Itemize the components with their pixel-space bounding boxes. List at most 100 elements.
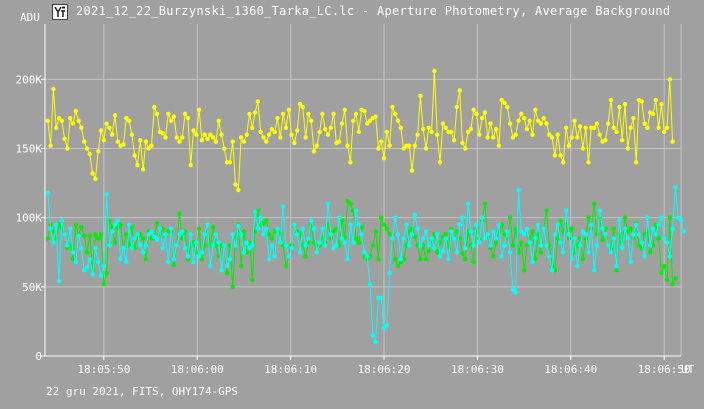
data-point — [132, 153, 137, 158]
data-point — [552, 153, 558, 158]
y-tick-label: 50K — [22, 281, 42, 294]
data-point — [314, 143, 319, 148]
data-point — [516, 118, 521, 124]
data-point — [126, 118, 132, 124]
data-point — [191, 128, 196, 133]
data-point — [457, 222, 462, 227]
data-point — [54, 222, 59, 227]
data-point — [292, 222, 297, 227]
data-point — [348, 160, 353, 165]
data-point — [87, 151, 93, 157]
data-point — [247, 111, 252, 117]
data-point — [648, 243, 653, 248]
data-point — [381, 326, 387, 331]
data-point — [432, 68, 437, 74]
data-point — [356, 129, 361, 135]
data-point — [166, 111, 171, 117]
data-point — [482, 201, 488, 206]
data-point — [636, 232, 642, 237]
data-point — [210, 225, 216, 230]
data-point — [56, 115, 62, 121]
data-point — [115, 139, 121, 144]
data-point — [435, 232, 440, 237]
data-point — [110, 132, 115, 137]
data-point — [149, 229, 154, 234]
app-icon[interactable] — [52, 4, 68, 20]
data-point — [485, 232, 490, 237]
data-point — [594, 243, 600, 248]
data-point — [673, 185, 678, 190]
data-point — [140, 250, 146, 255]
data-point — [398, 257, 403, 262]
data-point — [311, 226, 317, 231]
data-point — [140, 167, 146, 172]
data-point — [98, 128, 104, 133]
data-point — [673, 276, 678, 281]
data-point — [409, 232, 415, 237]
data-point — [348, 222, 353, 227]
data-point — [544, 243, 549, 248]
data-point — [491, 254, 496, 259]
data-point — [230, 232, 235, 237]
data-point — [182, 111, 188, 117]
data-point — [353, 236, 359, 241]
data-point — [48, 143, 53, 148]
data-point — [154, 237, 160, 242]
data-point — [73, 222, 79, 227]
data-point — [440, 248, 446, 254]
data-point — [505, 104, 510, 110]
data-point — [210, 135, 216, 140]
data-point — [625, 229, 630, 234]
data-point — [600, 226, 605, 231]
data-point — [614, 129, 619, 135]
data-point — [146, 146, 151, 151]
data-point — [477, 240, 482, 245]
data-point — [210, 243, 216, 248]
data-point — [124, 259, 129, 265]
data-point — [603, 138, 608, 143]
data-point — [577, 243, 583, 248]
data-point — [286, 107, 291, 113]
data-point — [555, 222, 560, 227]
data-point — [611, 226, 616, 231]
data-point — [387, 143, 392, 148]
data-point — [622, 102, 628, 107]
data-point — [656, 222, 661, 227]
data-point — [664, 277, 670, 283]
data-point — [146, 232, 151, 237]
data-point — [659, 215, 664, 220]
data-point — [317, 129, 322, 135]
data-point — [76, 118, 81, 124]
data-point — [104, 121, 109, 126]
data-point — [499, 97, 504, 103]
data-point — [252, 209, 258, 215]
data-point — [337, 215, 342, 220]
data-point — [393, 111, 398, 117]
data-point — [208, 263, 213, 269]
data-point — [463, 245, 468, 251]
series-0 — [45, 68, 675, 193]
data-point — [104, 270, 109, 276]
data-point — [129, 225, 135, 230]
data-point — [393, 215, 398, 220]
data-point — [527, 240, 532, 245]
data-point — [112, 113, 118, 118]
data-point — [429, 129, 434, 135]
data-point — [342, 240, 347, 245]
data-point — [236, 187, 241, 193]
data-point — [603, 232, 608, 237]
data-point — [87, 257, 93, 262]
data-point — [331, 229, 336, 234]
data-point — [323, 126, 328, 132]
data-point — [611, 236, 616, 241]
x-axis-label: UT — [681, 363, 695, 376]
data-point — [295, 232, 300, 237]
data-point — [639, 99, 644, 104]
data-point — [387, 232, 392, 237]
data-point — [533, 236, 538, 241]
data-point — [572, 118, 577, 124]
data-point — [351, 240, 356, 245]
data-point — [233, 182, 238, 187]
data-point — [577, 124, 583, 129]
